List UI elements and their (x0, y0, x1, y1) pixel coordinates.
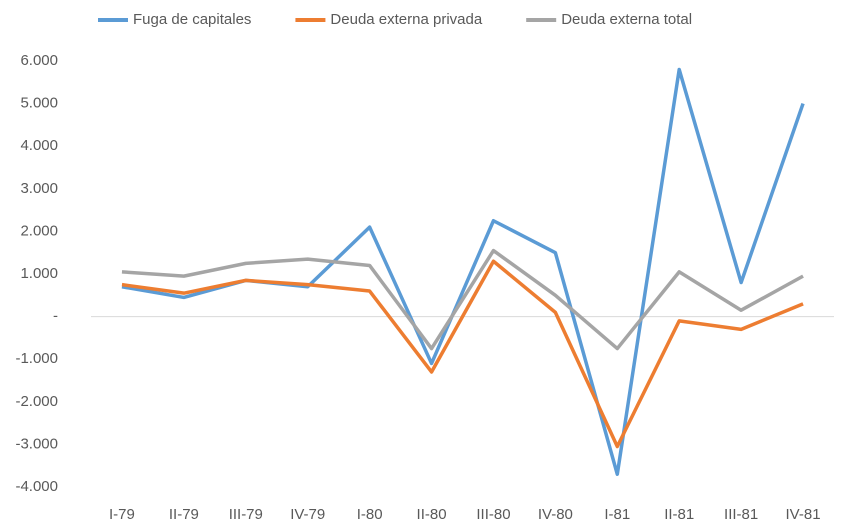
y-tick-label: 3.000 (20, 180, 58, 197)
x-tick-label: III-81 (724, 506, 758, 523)
x-tick-label: III-80 (476, 506, 510, 523)
y-tick-label: 1.000 (20, 265, 58, 282)
x-tick-label: II-79 (169, 506, 199, 523)
legend-label: Deuda externa total (561, 11, 692, 28)
x-tick-label: IV-80 (538, 506, 573, 523)
x-tick-label: II-80 (417, 506, 447, 523)
series-line (121, 259, 804, 449)
y-tick-label: 4.000 (20, 137, 58, 154)
series-line (121, 248, 804, 351)
x-tick-label: IV-81 (786, 506, 821, 523)
y-tick-label: -3.000 (15, 435, 58, 452)
x-tick-label: II-81 (664, 506, 694, 523)
y-tick-label: - (53, 308, 58, 325)
y-tick-label: 6.000 (20, 52, 58, 69)
x-tick-label: I-81 (604, 506, 630, 523)
x-tick-label: III-79 (229, 506, 263, 523)
x-tick-label: IV-79 (290, 506, 325, 523)
y-tick-label: 5.000 (20, 95, 58, 112)
y-tick-label: 2.000 (20, 222, 58, 239)
series-line (121, 67, 805, 476)
x-tick-label: I-80 (357, 506, 383, 523)
y-tick-label: -2.000 (15, 393, 58, 410)
y-tick-label: -4.000 (15, 478, 58, 495)
y-tick-label: -1.000 (15, 350, 58, 367)
legend-label: Fuga de capitales (133, 11, 251, 28)
legend-label: Deuda externa privada (330, 11, 482, 28)
x-tick-label: I-79 (109, 506, 135, 523)
